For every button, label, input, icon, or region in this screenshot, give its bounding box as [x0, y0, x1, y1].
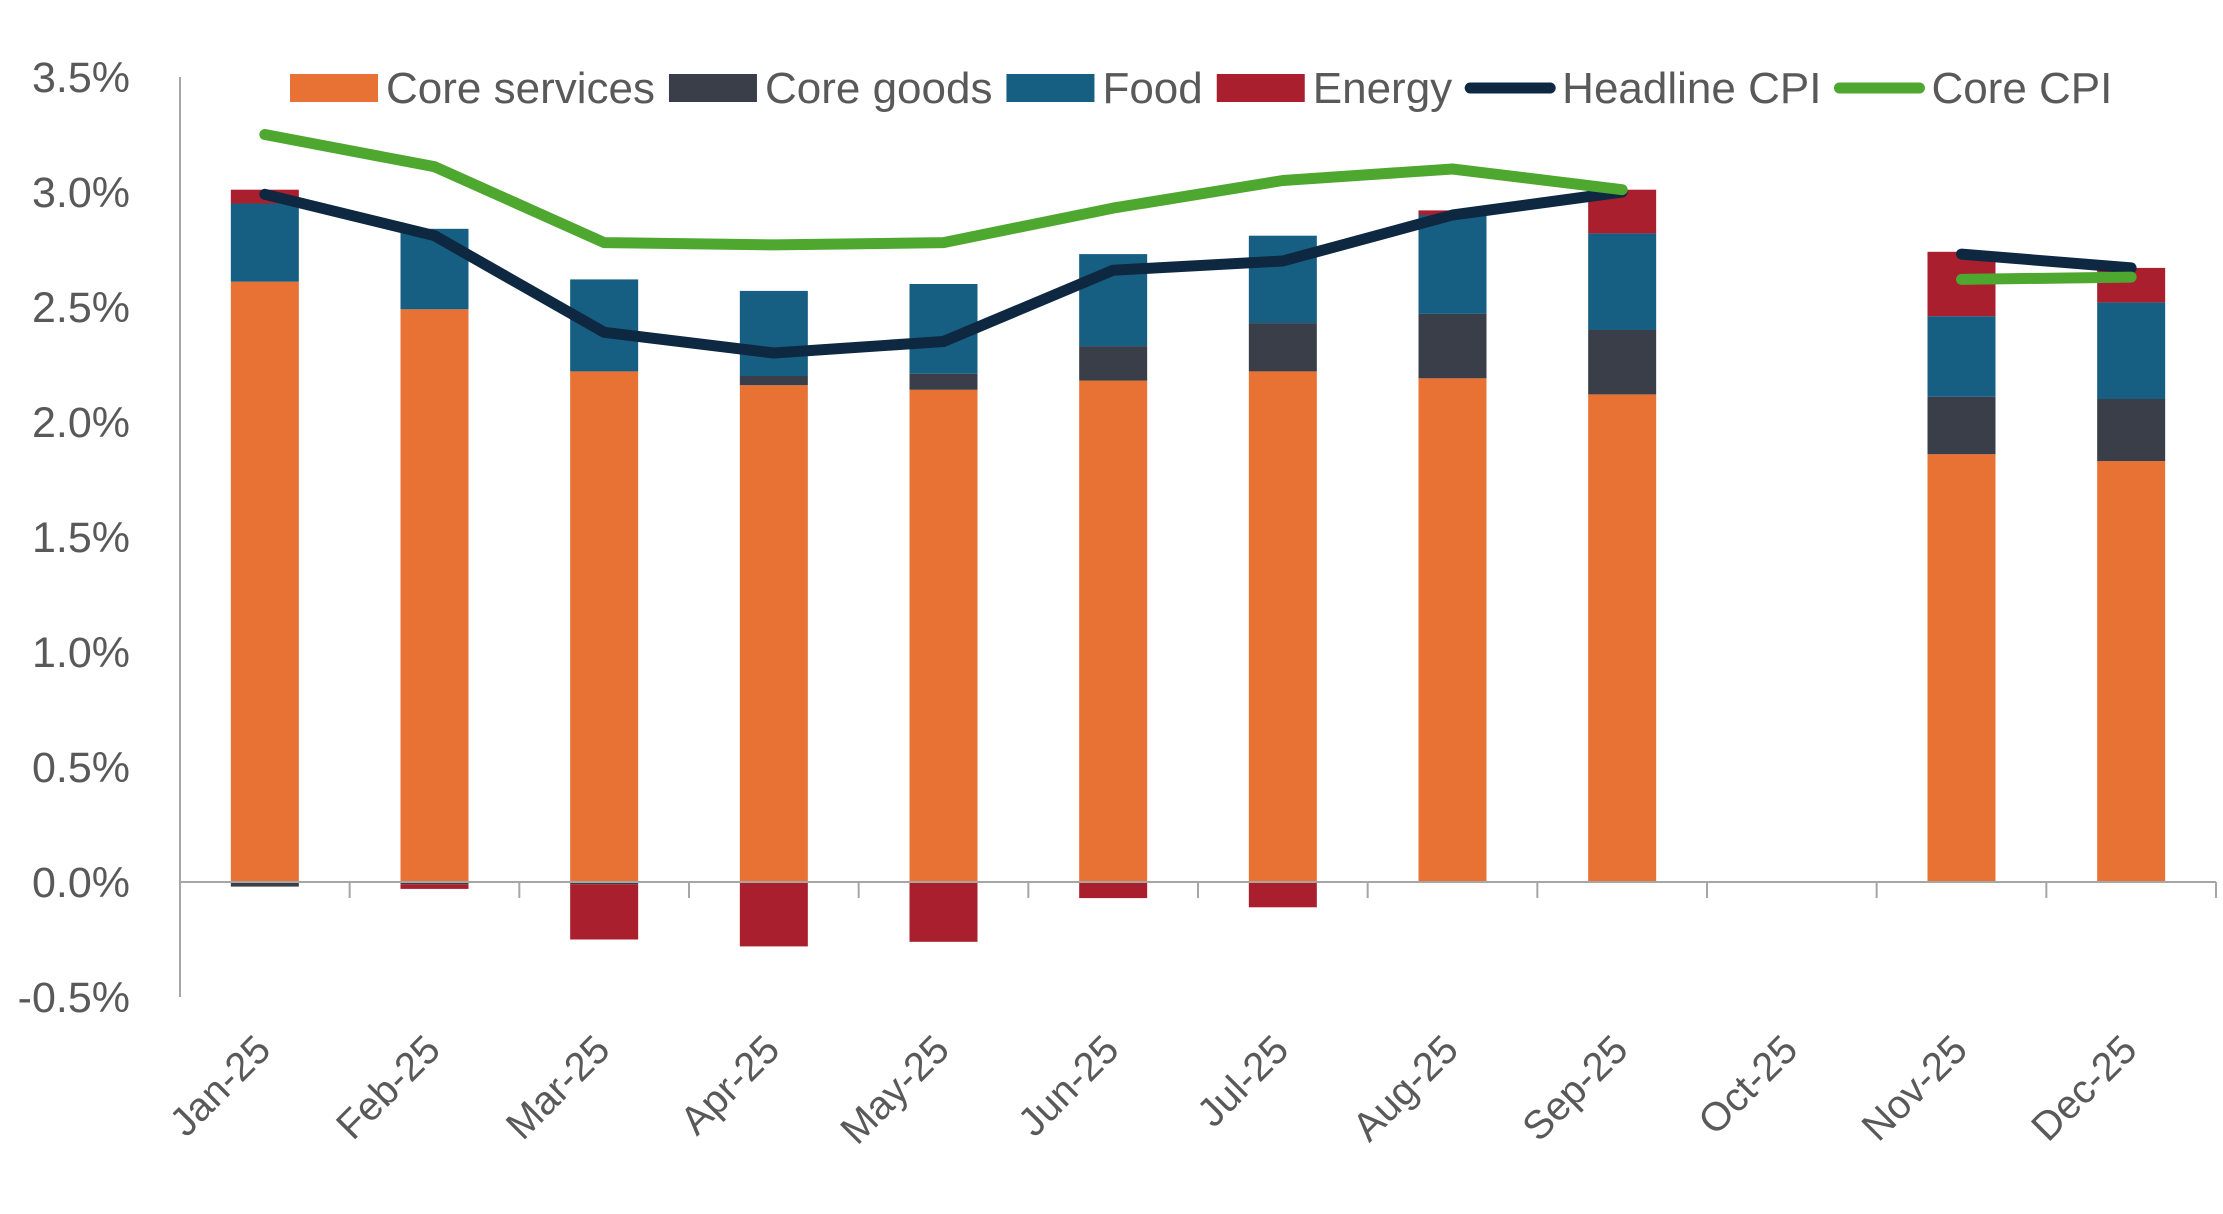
- bar-core-goods-may-25: [909, 373, 978, 390]
- bar-core-goods-feb-25: [400, 882, 469, 885]
- bar-core-goods-jan-25: [230, 882, 299, 887]
- x-tick-label-nov-25: Nov-25: [1854, 1027, 1976, 1149]
- line-headline-cpi: [259, 186, 1628, 359]
- x-tick-label-apr-25: Apr-25: [672, 1027, 788, 1143]
- line-core-cpi: [1956, 271, 2137, 285]
- y-tick-label: 1.5%: [32, 514, 130, 562]
- x-tick-label-sep-25: Sep-25: [1514, 1027, 1636, 1149]
- bar-core-services-jan-25: [230, 281, 299, 882]
- legend-item-core-services: Core services: [290, 64, 655, 113]
- legend-label: Core goods: [765, 64, 992, 113]
- series-lines: [259, 129, 2137, 359]
- x-tick-label-may-25: May-25: [832, 1027, 957, 1152]
- bar-energy-jul-25: [1248, 882, 1317, 908]
- x-axis-tick-labels: Jan-25 Feb-25 Mar-25 Apr-25 May-25 Jun-25 Jul-…: [162, 1027, 2146, 1152]
- bar-core-goods-nov-25: [1927, 396, 1996, 455]
- legend-item-food: Food: [1006, 64, 1203, 113]
- legend-swatch: [668, 74, 757, 102]
- bar-food-nov-25: [1927, 316, 1996, 397]
- bar-core-services-jul-25: [1248, 371, 1317, 882]
- legend-swatch: [1006, 74, 1095, 102]
- bar-core-goods-jun-25: [1079, 346, 1148, 381]
- bar-core-services-apr-25: [739, 385, 808, 882]
- y-tick-label: 2.0%: [32, 399, 130, 447]
- y-tick-label: 0.5%: [32, 744, 130, 792]
- y-tick-label: 3.0%: [32, 169, 130, 217]
- bar-core-services-aug-25: [1418, 378, 1487, 882]
- y-tick-label: 1.0%: [32, 629, 130, 677]
- bar-energy-mar-25: [570, 884, 639, 940]
- x-tick-label-jul-25: Jul-25: [1189, 1027, 1297, 1135]
- legend-label: Core CPI: [1931, 64, 2112, 113]
- x-tick-label-dec-25: Dec-25: [2023, 1027, 2145, 1149]
- bar-core-services-jun-25: [1079, 380, 1148, 882]
- x-tick-label-jun-25: Jun-25: [1010, 1027, 1128, 1145]
- bar-core-services-sep-25: [1588, 394, 1657, 882]
- axes: [179, 77, 2217, 997]
- bar-food-jul-25: [1248, 235, 1317, 324]
- stacked-bars: [230, 189, 2166, 947]
- bar-energy-apr-25: [739, 882, 808, 947]
- bar-energy-feb-25: [400, 884, 469, 889]
- legend-item-core-cpi: Core CPI: [1833, 64, 2112, 113]
- legend-label: Core services: [386, 64, 655, 113]
- bar-core-services-dec-25: [2097, 461, 2166, 882]
- bar-food-jan-25: [230, 203, 299, 282]
- bar-core-services-nov-25: [1927, 454, 1996, 882]
- y-tick-label: 2.5%: [32, 284, 130, 332]
- bar-core-goods-aug-25: [1418, 313, 1487, 379]
- legend-swatch: [290, 74, 378, 102]
- bar-energy-may-25: [909, 882, 978, 942]
- y-tick-label: 0.0%: [32, 859, 130, 907]
- y-axis-tick-labels: -0.5% 0.0% 0.5% 1.0% 1.5% 2.0% 2.5% 3.0% 3.5%: [18, 54, 130, 1022]
- bar-core-services-may-25: [909, 389, 978, 882]
- x-tick-label-oct-25: Oct-25: [1690, 1027, 1806, 1143]
- bar-food-aug-25: [1418, 215, 1487, 314]
- bar-core-goods-sep-25: [1588, 330, 1657, 395]
- bar-food-feb-25: [400, 228, 469, 310]
- legend: Core services Core goods Food Energy Headlin…: [290, 64, 2112, 113]
- bar-food-dec-25: [2097, 302, 2166, 399]
- x-tick-label-jan-25: Jan-25: [162, 1027, 280, 1145]
- bar-core-goods-jul-25: [1248, 323, 1317, 372]
- bar-energy-jun-25: [1079, 882, 1148, 899]
- legend-swatch: [1216, 74, 1305, 102]
- legend-item-energy: Energy: [1216, 64, 1452, 113]
- bar-food-apr-25: [739, 290, 808, 376]
- line-core-cpi: [259, 129, 1628, 251]
- bar-core-goods-mar-25: [570, 882, 639, 885]
- x-tick-label-aug-25: Aug-25: [1345, 1027, 1467, 1149]
- legend-label: Food: [1102, 64, 1202, 113]
- bar-food-sep-25: [1588, 233, 1657, 330]
- bar-core-services-feb-25: [400, 309, 469, 882]
- y-tick-label: -0.5%: [18, 974, 130, 1022]
- legend-label: Headline CPI: [1562, 64, 1821, 113]
- line-headline-cpi: [1956, 248, 2137, 274]
- y-tick-label: 3.5%: [32, 54, 130, 102]
- bar-food-mar-25: [570, 279, 639, 372]
- x-tick-label-feb-25: Feb-25: [328, 1027, 449, 1148]
- bar-core-goods-apr-25: [739, 376, 808, 386]
- legend-label: Energy: [1313, 64, 1452, 113]
- x-tick-label-mar-25: Mar-25: [498, 1027, 619, 1148]
- bar-core-goods-dec-25: [2097, 399, 2166, 462]
- legend-item-headline-cpi: Headline CPI: [1464, 64, 1821, 113]
- legend-item-core-goods: Core goods: [668, 64, 992, 113]
- bar-core-services-mar-25: [570, 371, 639, 882]
